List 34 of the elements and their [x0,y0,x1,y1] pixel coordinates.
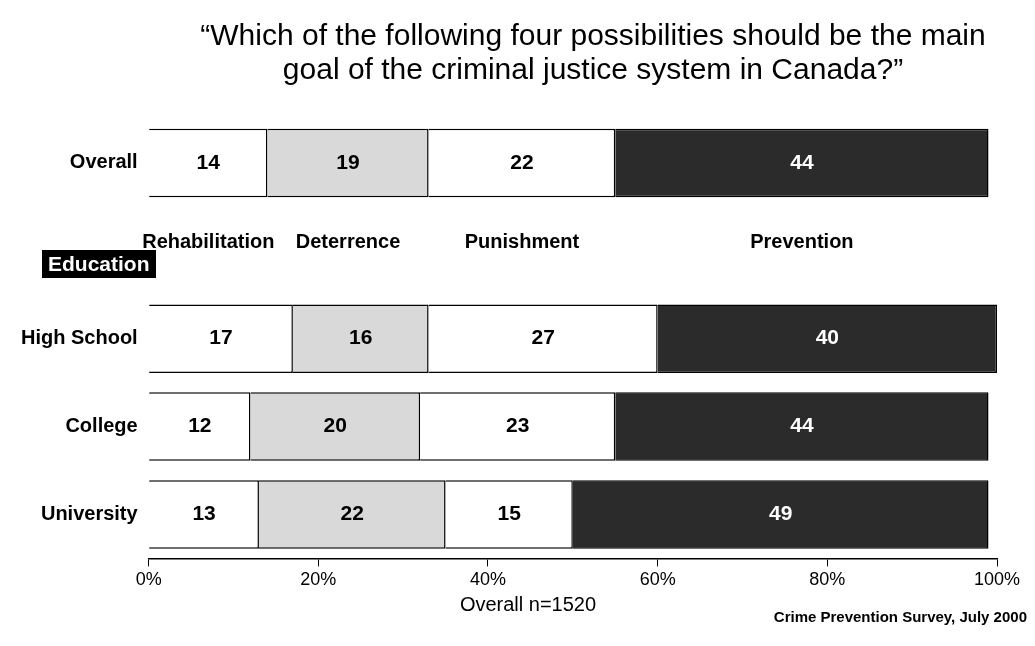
data-label: 44 [790,413,814,437]
x-tick-label: 40% [469,569,507,590]
data-label: 19 [336,149,360,173]
text: Overall n=1520 [458,593,598,616]
chart-title: “Which of the following four possibilities should be the main goal of the criminal justice system in Canada?” [199,17,987,87]
data-label: 23 [506,413,530,437]
x-tick-label: 0% [135,569,162,590]
x-tick-label: 100% [973,569,1021,590]
data-label: 16 [349,325,373,349]
data-label: 20 [323,413,347,437]
series-label: Punishment [464,230,580,253]
data-label: 49 [768,501,793,525]
text: Crime Prevention Survey, July 2000 [773,608,1027,625]
data-label: 14 [196,149,221,173]
data-label: 12 [188,413,212,437]
y-tick-label: College [65,414,138,437]
x-tick-label: 20% [300,569,337,590]
data-label: 13 [192,501,216,525]
data-label: 15 [497,501,522,525]
x-tick-label: 60% [639,569,676,590]
series-label: Deterrence [295,230,401,253]
data-label: 27 [531,325,555,349]
data-label: 22 [510,149,534,173]
annotation: Education [42,250,156,278]
y-tick-label: Overall [69,150,138,173]
data-label: 22 [340,501,364,525]
y-tick-label: University [40,501,139,524]
series-label: Rehabilitation [142,230,275,253]
data-label: 44 [790,149,814,173]
series-label: Prevention [750,230,854,253]
data-label: 17 [209,325,233,349]
data-label: 40 [815,325,840,349]
x-tick-label: 80% [809,569,846,590]
y-tick-label: High School [20,326,138,349]
